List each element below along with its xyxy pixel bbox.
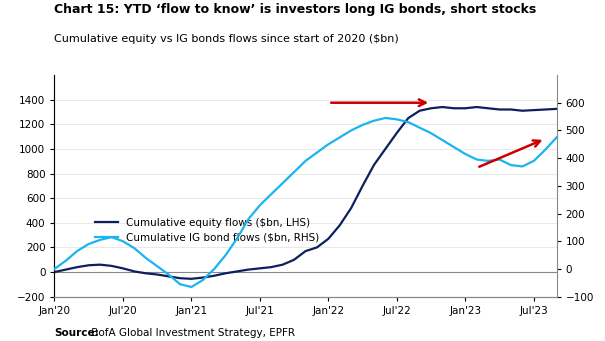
Text: BofA Global Investment Strategy, EPFR: BofA Global Investment Strategy, EPFR <box>88 328 295 338</box>
Text: Cumulative equity vs IG bonds flows since start of 2020 ($bn): Cumulative equity vs IG bonds flows sinc… <box>54 34 399 44</box>
Legend: Cumulative equity flows ($bn, LHS), Cumulative IG bond flows ($bn, RHS): Cumulative equity flows ($bn, LHS), Cumu… <box>95 218 319 243</box>
Text: Chart 15: YTD ‘flow to know’ is investors long IG bonds, short stocks: Chart 15: YTD ‘flow to know’ is investor… <box>54 3 537 16</box>
Text: Source:: Source: <box>54 328 99 338</box>
